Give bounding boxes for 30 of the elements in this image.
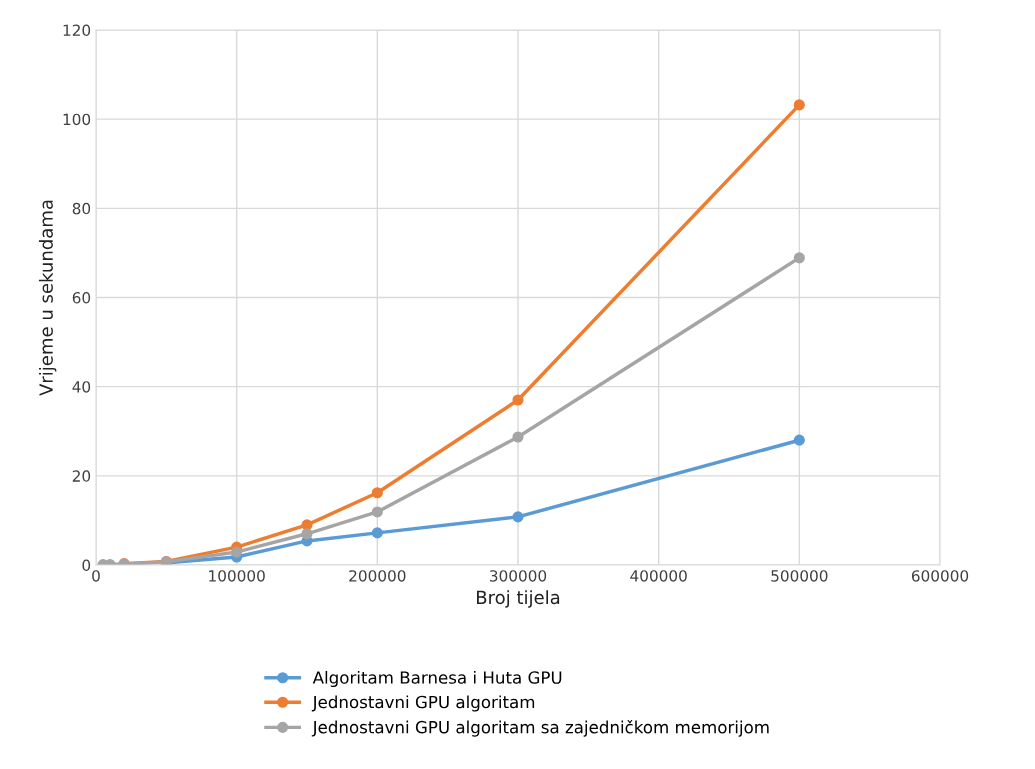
x-tick-label: 200000 — [349, 570, 406, 582]
x-tick-label: 0 — [92, 570, 100, 582]
y-tick-label: 0 — [82, 559, 91, 572]
legend-label: Algoritam Barnesa i Huta GPU — [312, 670, 562, 688]
y-tick-label: 20 — [72, 470, 91, 482]
x-tick-label: 400000 — [630, 570, 687, 582]
point — [371, 506, 383, 518]
legend-label: Jednostavni GPU algoritam — [311, 695, 535, 712]
x-tick-label: 300000 — [490, 570, 547, 582]
point — [793, 99, 805, 111]
point — [371, 487, 383, 499]
y-tick-label: 60 — [72, 291, 91, 304]
x-axis-title: Broj tijela — [477, 590, 560, 608]
y-axis-title: Vrijeme u sekundama — [38, 200, 57, 396]
y-tick-label: 80 — [72, 202, 91, 215]
point — [793, 252, 805, 264]
y-tick-label: 40 — [72, 381, 91, 393]
y-tick-label: 120 — [63, 24, 91, 37]
point — [301, 528, 313, 540]
x-tick-label: 100000 — [209, 570, 265, 582]
point — [231, 546, 243, 558]
x-tick-label: 600000 — [911, 570, 969, 582]
point — [512, 511, 524, 523]
legend-label: Jednostavni GPU algoritam sa zajedničkom memorijom — [311, 719, 769, 737]
point — [371, 527, 383, 539]
y-tick-label: 100 — [63, 113, 91, 126]
point — [512, 431, 524, 443]
x-tick-label: 500000 — [771, 570, 828, 582]
point — [512, 394, 524, 406]
point — [793, 434, 805, 446]
